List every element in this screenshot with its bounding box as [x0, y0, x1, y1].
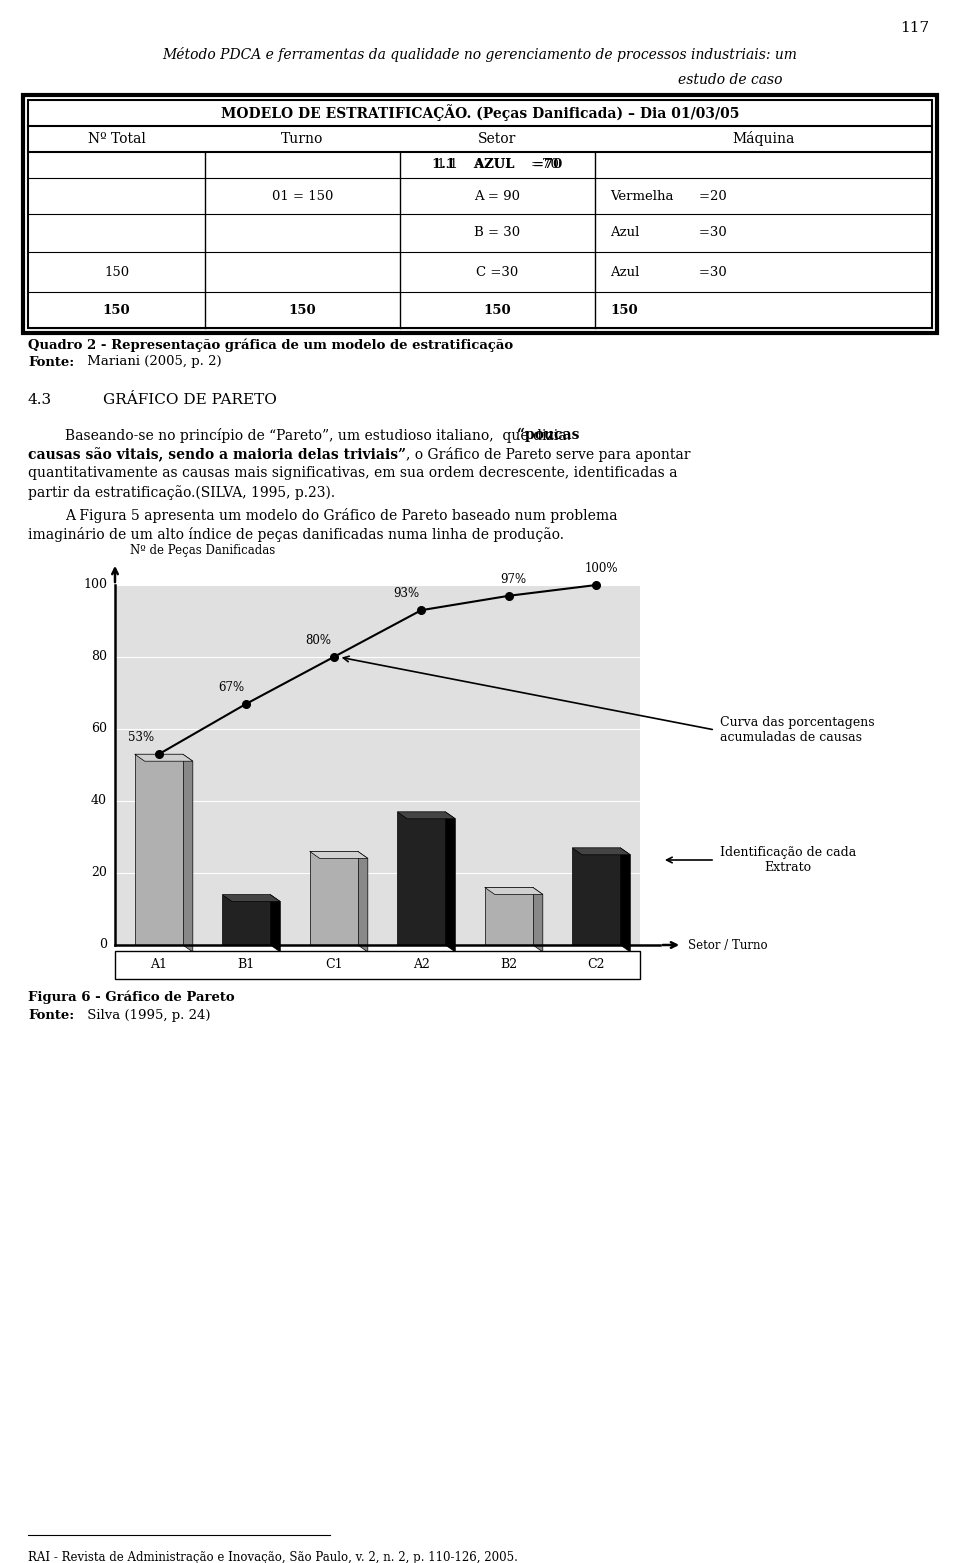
- Bar: [310, 852, 358, 946]
- Text: A2: A2: [413, 958, 430, 972]
- Polygon shape: [533, 888, 542, 952]
- Text: 117: 117: [900, 20, 929, 34]
- Text: Identificação de cada
Extrato: Identificação de cada Extrato: [720, 846, 856, 874]
- Text: Azul              =30: Azul =30: [610, 266, 727, 278]
- Polygon shape: [485, 888, 542, 894]
- Polygon shape: [271, 894, 280, 952]
- Text: C1: C1: [324, 958, 343, 972]
- Text: B1: B1: [238, 958, 254, 972]
- Text: imaginário de um alto índice de peças danificadas numa linha de produção.: imaginário de um alto índice de peças da…: [28, 527, 564, 542]
- Text: 150: 150: [289, 303, 316, 316]
- Text: A = 90: A = 90: [474, 189, 520, 203]
- Text: Figura 6 - Gráfico de Pareto: Figura 6 - Gráfico de Pareto: [28, 989, 234, 1003]
- Text: B = 30: B = 30: [474, 227, 520, 239]
- Text: 100%: 100%: [585, 563, 618, 575]
- Text: Máquina: Máquina: [732, 131, 795, 147]
- Text: 93%: 93%: [394, 588, 420, 600]
- Text: partir da estratificação.(SILVA, 1995, p.23).: partir da estratificação.(SILVA, 1995, p…: [28, 485, 335, 500]
- Polygon shape: [620, 847, 631, 952]
- Bar: [115, 585, 640, 946]
- Text: 60: 60: [91, 722, 107, 736]
- Text: 80: 80: [91, 650, 107, 664]
- Bar: [28, 100, 932, 328]
- Text: , o Gráfico de Pareto serve para apontar: , o Gráfico de Pareto serve para apontar: [406, 447, 690, 463]
- Text: Setor / Turno: Setor / Turno: [688, 938, 768, 952]
- Text: Vermelha      =20: Vermelha =20: [610, 189, 727, 203]
- Bar: [134, 755, 182, 946]
- Text: Silva (1995, p. 24): Silva (1995, p. 24): [83, 1010, 210, 1022]
- Text: 0: 0: [99, 938, 107, 952]
- Text: B2: B2: [500, 958, 517, 972]
- Text: causas são vitais, sendo a maioria delas triviais”: causas são vitais, sendo a maioria delas…: [28, 447, 406, 461]
- Polygon shape: [358, 852, 368, 952]
- Polygon shape: [222, 894, 280, 902]
- Text: 40: 40: [91, 794, 107, 808]
- Text: 67%: 67%: [218, 681, 244, 694]
- Text: 97%: 97%: [501, 572, 527, 586]
- Text: Fonte:: Fonte:: [28, 355, 74, 369]
- Text: MODELO DE ESTRATIFICAÇÃO. (Peças Danificada) – Dia 01/03/05: MODELO DE ESTRATIFICAÇÃO. (Peças Danific…: [221, 105, 739, 122]
- Bar: [485, 888, 533, 946]
- Text: 53%: 53%: [128, 731, 154, 744]
- Text: Baseando-se no princípio de “Pareto”, um estudioso italiano,  que dizia:: Baseando-se no princípio de “Pareto”, um…: [65, 428, 576, 442]
- Text: estudo de caso: estudo de caso: [678, 73, 782, 88]
- Polygon shape: [445, 811, 455, 952]
- Text: Quadro 2 - Representação gráfica de um modelo de estratificação: Quadro 2 - Representação gráfica de um m…: [28, 338, 514, 352]
- Text: C =30: C =30: [476, 266, 518, 278]
- Text: 20: 20: [91, 866, 107, 880]
- Text: 4.3: 4.3: [28, 392, 52, 406]
- Text: quantitativamente as causas mais significativas, em sua ordem decrescente, ident: quantitativamente as causas mais signifi…: [28, 466, 678, 480]
- Text: Nº Total: Nº Total: [87, 131, 145, 145]
- Text: 150: 150: [484, 303, 512, 316]
- Bar: [397, 811, 445, 946]
- Text: 150: 150: [610, 303, 637, 316]
- Text: RAI - Revista de Administração e Inovação, São Paulo, v. 2, n. 2, p. 110-126, 20: RAI - Revista de Administração e Inovaçã…: [28, 1550, 517, 1563]
- Polygon shape: [134, 755, 193, 761]
- Text: A Figura 5 apresenta um modelo do Gráfico de Pareto baseado num problema: A Figura 5 apresenta um modelo do Gráfic…: [65, 508, 617, 524]
- Polygon shape: [182, 755, 193, 952]
- Bar: [23, 95, 937, 333]
- Text: Azul              =30: Azul =30: [610, 227, 727, 239]
- Text: Mariani (2005, p. 2): Mariani (2005, p. 2): [83, 355, 222, 369]
- Text: “poucas: “poucas: [517, 428, 580, 442]
- Text: Setor: Setor: [478, 131, 516, 145]
- Text: Fonte:: Fonte:: [28, 1010, 74, 1022]
- Text: Método PDCA e ferramentas da qualidade no gerenciamento de processos industriais: Método PDCA e ferramentas da qualidade n…: [162, 47, 798, 63]
- Polygon shape: [397, 811, 455, 819]
- Text: GRÁFICO DE PARETO: GRÁFICO DE PARETO: [103, 392, 276, 406]
- Text: 150: 150: [103, 303, 131, 316]
- Text: C2: C2: [588, 958, 605, 972]
- Bar: [115, 950, 640, 978]
- Text: 80%: 80%: [305, 635, 332, 647]
- Bar: [222, 894, 271, 946]
- Text: Curva das porcentagens
acumuladas de causas: Curva das porcentagens acumuladas de cau…: [720, 716, 875, 744]
- Text: A1: A1: [151, 958, 167, 972]
- Text: 1.1    AZUL    =70: 1.1 AZUL =70: [437, 158, 559, 172]
- Text: Turno: Turno: [281, 131, 324, 145]
- Text: 150: 150: [104, 266, 129, 278]
- Text: 100: 100: [83, 578, 107, 591]
- Text: Nº de Peças Danificadas: Nº de Peças Danificadas: [130, 544, 276, 556]
- Polygon shape: [310, 852, 368, 858]
- Polygon shape: [572, 847, 631, 855]
- Text: 1.1    AZUL    =70: 1.1 AZUL =70: [432, 158, 563, 172]
- Text: 01 = 150: 01 = 150: [272, 189, 333, 203]
- Bar: [572, 847, 620, 946]
